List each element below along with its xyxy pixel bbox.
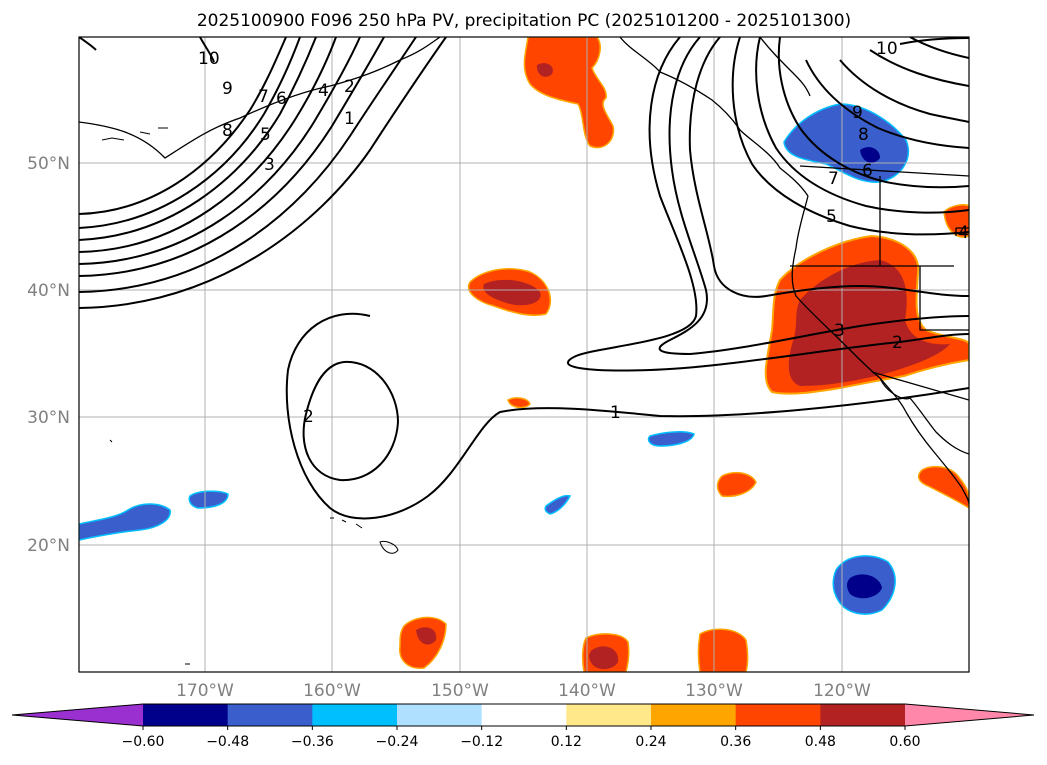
map-title: 2025100900 F096 250 hPa PV, precipitatio… <box>197 11 851 31</box>
coastlines <box>79 37 969 505</box>
colorbar: −0.60 −0.48 −0.36 −0.24 −0.12 0.12 0.24 0.36 0.4… <box>11 703 1035 750</box>
longitude-labels: 170°W 160°W 150°W 140°W 130°W 120°W <box>176 681 871 701</box>
contour-label: 5 <box>826 207 837 227</box>
lat-label: 20°N <box>27 536 70 556</box>
colorbar-extend-min <box>12 704 143 726</box>
lat-label: 50°N <box>27 154 70 174</box>
map-frame <box>78 36 970 673</box>
lon-label: 160°W <box>303 681 361 701</box>
colorbar-tick-label: 0.36 <box>720 734 751 750</box>
colorbar-tick-label: 0.48 <box>805 734 836 750</box>
contour-label: 10 <box>876 39 898 59</box>
pv-contours <box>79 37 969 520</box>
contour-label: 4 <box>958 223 969 243</box>
colorbar-tick-label: −0.36 <box>291 734 334 750</box>
graticule <box>79 37 969 672</box>
colorbar-tick-label: −0.12 <box>460 734 503 750</box>
contour-label: 10 <box>198 49 220 69</box>
map-area: 10 9 7 6 5 4 3 2 1 8 2 1 9 8 7 6 5 3 2 1… <box>79 37 969 672</box>
colorbar-swatch <box>566 704 652 726</box>
colorbar-swatch <box>481 704 567 726</box>
colorbar-tick-label: 0.24 <box>635 734 666 750</box>
lon-label: 130°W <box>685 681 743 701</box>
islands <box>101 127 399 665</box>
contour-label: 7 <box>828 169 839 189</box>
contour-label: 2 <box>303 407 314 427</box>
colorbar-swatch <box>651 704 737 726</box>
contour-labels: 10 9 7 6 5 4 3 2 1 8 2 1 9 8 7 6 5 3 2 1… <box>198 39 969 427</box>
contour-label: 8 <box>222 121 233 141</box>
contour-label: 6 <box>276 89 287 109</box>
contour-label: 3 <box>834 321 845 341</box>
colorbar-swatch <box>143 704 229 726</box>
contour-label: 2 <box>344 77 355 97</box>
colorbar-swatch <box>227 704 313 726</box>
contour-label: 7 <box>258 87 269 107</box>
contour-label: 5 <box>260 125 271 145</box>
contour-label: 4 <box>318 81 329 101</box>
lat-label: 40°N <box>27 281 70 301</box>
lon-label: 140°W <box>558 681 616 701</box>
colorbar-tick-label: 0.60 <box>889 734 920 750</box>
contour-label: 1 <box>344 109 355 129</box>
contour-label: 1 <box>610 403 621 423</box>
contour-label: 3 <box>264 155 275 175</box>
contour-label: 9 <box>852 103 863 123</box>
colorbar-tick-label: −0.48 <box>206 734 249 750</box>
colorbar-swatch <box>312 704 398 726</box>
colorbar-extend-max <box>905 704 1034 726</box>
lon-label: 170°W <box>176 681 234 701</box>
contour-label: 9 <box>222 79 233 99</box>
colorbar-tick-label: −0.60 <box>122 734 165 750</box>
colorbar-tick-label: −0.24 <box>376 734 419 750</box>
contour-label: 2 <box>892 333 903 353</box>
colorbar-swatch <box>735 704 821 726</box>
latitude-labels: 50°N 40°N 30°N 20°N <box>27 154 70 556</box>
contour-label: 6 <box>862 161 873 181</box>
lon-label: 120°W <box>813 681 871 701</box>
colorbar-swatch <box>397 704 483 726</box>
precip-positive-areas <box>399 37 969 672</box>
colorbar-swatch <box>820 704 906 726</box>
colorbar-tick-label: 0.12 <box>551 734 582 750</box>
lat-label: 30°N <box>27 408 70 428</box>
contour-label: 8 <box>858 125 869 145</box>
lon-label: 150°W <box>431 681 489 701</box>
